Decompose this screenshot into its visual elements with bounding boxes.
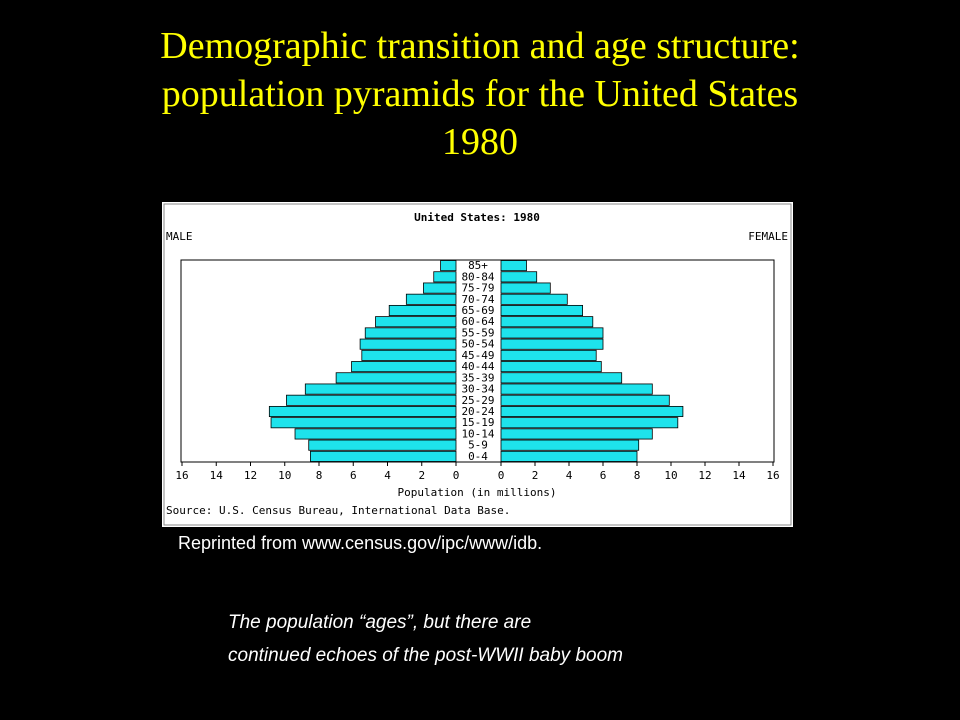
bar-female [500, 439, 640, 451]
x-tick-label: 12 [244, 469, 257, 482]
bar-female [500, 293, 568, 305]
bar-female [500, 394, 670, 406]
legend-female: FEMALE [748, 230, 788, 243]
bar-female [500, 383, 653, 395]
x-tick-label: 4 [566, 469, 573, 482]
slide-title: 1980 [442, 121, 518, 163]
bar-female [500, 417, 679, 429]
plot-frame [180, 259, 775, 463]
bar-male [351, 361, 457, 373]
bar-male [308, 439, 457, 451]
bar-female [500, 327, 604, 339]
chart-border [163, 203, 792, 526]
category-label: 65-69 [461, 304, 494, 317]
x-tick-label: 14 [210, 469, 224, 482]
x-tick-label: 0 [498, 469, 505, 482]
bar-male [304, 383, 457, 395]
x-tick-label: 14 [732, 469, 746, 482]
x-tick-label: 16 [766, 469, 779, 482]
bar-female [500, 372, 623, 384]
category-label: 45-49 [461, 349, 494, 362]
x-tick-label: 2 [532, 469, 539, 482]
category-label: 85+ [468, 259, 488, 272]
x-tick-label: 4 [384, 469, 391, 482]
bar-male [364, 327, 457, 339]
category-label: 75-79 [461, 282, 494, 295]
bar-female [500, 338, 604, 350]
bar-male [423, 282, 457, 294]
category-label: 55-59 [461, 326, 494, 339]
bar-female [500, 405, 684, 418]
bar-female [500, 316, 594, 328]
bar-male [270, 417, 457, 429]
category-label: 50-54 [461, 338, 494, 351]
note: The population “ages”, but there are [228, 612, 531, 633]
bar-male [286, 394, 457, 406]
x-tick-label: 2 [418, 469, 425, 482]
category-label: 70-74 [461, 293, 494, 306]
legend-male: MALE [166, 230, 193, 243]
category-label: 15-19 [461, 416, 494, 429]
bar-male [375, 316, 457, 328]
category-label: 10-14 [461, 427, 494, 440]
bar-female [500, 450, 638, 462]
bar-male [440, 260, 457, 272]
x-tick-label: 6 [350, 469, 357, 482]
bar-male [310, 450, 457, 462]
bar-female [500, 304, 583, 317]
bar-female [500, 271, 538, 283]
bar-female [500, 428, 653, 440]
bar-female [500, 260, 527, 272]
x-tick-label: 12 [698, 469, 711, 482]
bar-male [388, 304, 457, 317]
category-label: 60-64 [461, 315, 494, 328]
source: Source: U.S. Census Bureau, Internationa… [166, 504, 510, 517]
x-axis-label: Population (in millions) [398, 486, 557, 499]
bar-female [500, 282, 551, 294]
bar-male [359, 338, 457, 350]
category-label: 25-29 [461, 394, 494, 407]
x-tick-label: 8 [316, 469, 323, 482]
x-tick-label: 8 [634, 469, 641, 482]
note: continued echoes of the post-WWII baby b… [228, 645, 623, 666]
x-tick-label: 0 [453, 469, 460, 482]
category-label: 5-9 [468, 439, 488, 452]
category-label: 20-24 [461, 405, 494, 418]
x-tick-label: 10 [278, 469, 291, 482]
category-label: 35-39 [461, 371, 494, 384]
slide-title: Demographic transition and age structure… [160, 25, 799, 67]
category-label: 80-84 [461, 270, 494, 283]
bar-male [294, 428, 457, 440]
bar-male [335, 372, 457, 384]
category-label: 40-44 [461, 360, 494, 373]
chart-title: United States: 1980 [414, 211, 540, 224]
bar-male [361, 349, 457, 361]
bar-female [500, 349, 597, 361]
chart-panel [162, 202, 793, 527]
bar-male [433, 271, 457, 283]
bar-male [268, 405, 457, 418]
category-label: 0-4 [468, 450, 488, 463]
x-tick-label: 6 [600, 469, 607, 482]
bar-female [500, 361, 602, 373]
slide-title: population pyramids for the United State… [162, 73, 798, 115]
bar-male [405, 293, 457, 305]
x-tick-label: 10 [664, 469, 677, 482]
category-label: 30-34 [461, 383, 494, 396]
x-tick-label: 16 [175, 469, 188, 482]
credit: Reprinted from www.census.gov/ipc/www/id… [178, 533, 542, 553]
